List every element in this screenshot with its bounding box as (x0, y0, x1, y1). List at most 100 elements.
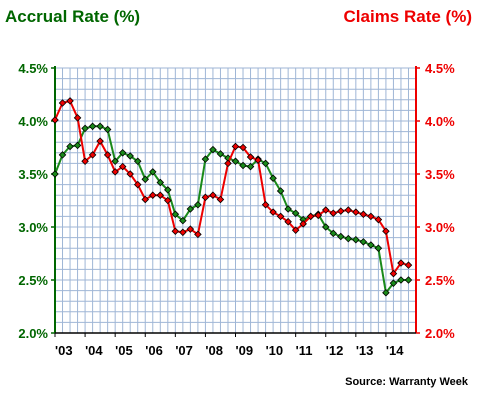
claims-point (374, 215, 383, 224)
accrual-point (352, 235, 360, 244)
claims-point (269, 208, 277, 216)
claims-point (96, 137, 104, 145)
claims-point (397, 259, 405, 267)
claims-point (291, 226, 300, 234)
claims-point (367, 212, 375, 221)
claims-point (201, 193, 210, 202)
accrual-point (103, 125, 112, 134)
right-tick-label: 2.0% (425, 326, 455, 341)
right-tick-label: 3.5% (425, 167, 455, 182)
left-tick-label: 2.0% (18, 326, 48, 341)
accrual-point (291, 209, 300, 217)
accrual-point (186, 205, 195, 213)
accrual-point (284, 205, 292, 213)
claims-point (179, 228, 187, 237)
claims-point (58, 99, 67, 107)
claims-point (103, 151, 112, 159)
claims-point (81, 157, 89, 166)
claims-point (321, 206, 330, 214)
x-tick-label: '08 (205, 343, 223, 358)
claims-point (126, 170, 134, 178)
claims-point (73, 114, 82, 122)
claims-point (337, 207, 345, 215)
claims-point (382, 227, 390, 236)
accrual-point (81, 124, 89, 133)
accrual-point (111, 157, 119, 166)
source-note: Source: Warranty Week (345, 376, 468, 388)
left-tick-label: 3.5% (18, 167, 48, 182)
accrual-point (382, 288, 390, 297)
accrual-point (367, 241, 375, 249)
accrual-point (329, 229, 338, 238)
accrual-point (216, 150, 225, 158)
accrual-rate-axis-title: Accrual Rate (%) (5, 7, 141, 26)
accrual-point (374, 244, 383, 252)
claims-point (254, 156, 262, 164)
claims-point (118, 162, 127, 171)
right-tick-label: 4.0% (425, 114, 455, 129)
x-tick-label: '12 (326, 343, 344, 358)
claims-point (284, 217, 292, 226)
claims-point (216, 195, 225, 204)
x-tick-label: '07 (175, 343, 193, 358)
claims-point (224, 159, 232, 168)
x-tick-label: '04 (85, 343, 103, 358)
x-tick-label: '14 (386, 343, 404, 358)
accrual-point (201, 155, 210, 163)
claims-point (404, 261, 413, 269)
right-tick-label: 3.0% (425, 220, 455, 235)
chart-grid (54, 67, 417, 334)
accrual-point (269, 174, 277, 183)
accrual-point (194, 200, 202, 209)
claims-point (231, 142, 240, 151)
right-tick-label: 4.5% (425, 61, 455, 76)
x-tick-label: '03 (55, 343, 73, 358)
accrual-point (73, 141, 82, 150)
claims-point (306, 212, 315, 221)
claims-point (186, 225, 195, 233)
accrual-point (66, 142, 74, 151)
claims-point (156, 191, 165, 199)
accrual-point (359, 238, 368, 246)
claims-rate-axis-title: Claims Rate (%) (343, 7, 472, 26)
accrual-point (156, 178, 165, 187)
claims-series (51, 97, 413, 278)
tick-labels: 2.0% 2.0% 2.5% 2.5% 3.0% 3.0% 3.5% 3.5% 4.0% 4.0%… (18, 61, 455, 358)
claims-point (51, 116, 59, 124)
accrual-point (179, 216, 187, 225)
accrual-point (133, 157, 142, 166)
claims-point (299, 220, 307, 228)
x-tick-label: '06 (145, 343, 163, 358)
claims-point (329, 209, 338, 217)
claims-point (209, 191, 217, 199)
accrual-point (239, 161, 247, 170)
claims-point (111, 168, 119, 176)
left-tick-label: 4.5% (18, 61, 48, 76)
accrual-point (164, 186, 172, 194)
accrual-point (149, 168, 157, 176)
x-tick-label: '11 (296, 343, 313, 358)
accrual-point (209, 145, 217, 154)
accrual-point (404, 276, 413, 284)
claims-point (276, 212, 285, 221)
right-tick-label: 2.5% (425, 273, 455, 288)
x-tick-label: '13 (356, 343, 374, 358)
left-tick-label: 2.5% (18, 273, 48, 288)
accrual-point (344, 234, 353, 243)
claims-point (133, 180, 142, 189)
accrual-point (231, 157, 240, 166)
claims-point (344, 206, 353, 214)
accrual-series (51, 122, 413, 297)
accrual-point (337, 232, 345, 241)
claims-point (171, 227, 180, 236)
claims-point (164, 196, 172, 205)
x-tick-label: '09 (236, 343, 254, 358)
x-tick-label: '10 (266, 343, 284, 358)
series-layer (51, 97, 413, 297)
claims-point (314, 211, 322, 220)
claims-point (261, 200, 270, 209)
claims-point (194, 230, 202, 239)
claims-point (359, 210, 368, 219)
accrual-point (397, 276, 405, 284)
left-tick-label: 4.0% (18, 114, 48, 129)
